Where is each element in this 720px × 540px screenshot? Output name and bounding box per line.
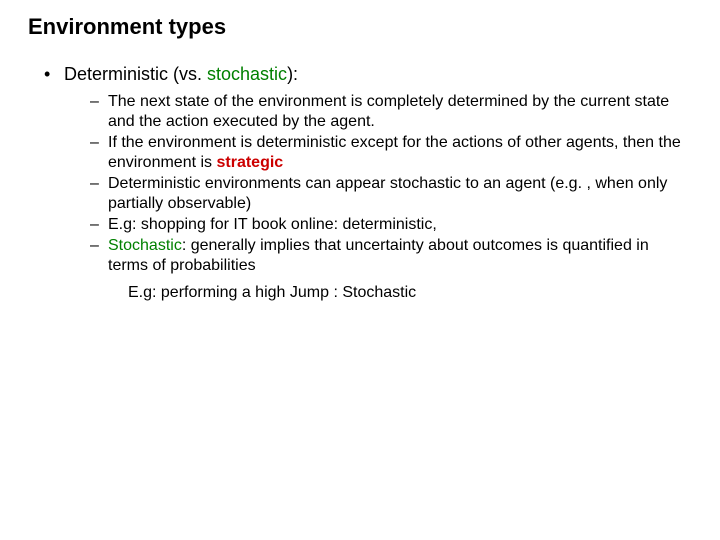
slide-container: Environment types • Deterministic (vs. s… <box>0 0 720 302</box>
l2-text-1: If the environment is deterministic exce… <box>108 133 692 173</box>
bullet-l2-item-3: – E.g: shopping for IT book online: dete… <box>90 215 692 235</box>
bullet-marker-l1: • <box>44 62 64 86</box>
slide-title: Environment types <box>28 14 692 40</box>
bullet-marker-l2: – <box>90 92 108 132</box>
l2-4-post: : generally implies that uncertainty abo… <box>108 237 649 274</box>
bullet-marker-l2: – <box>90 174 108 214</box>
l1-keyword: stochastic <box>207 64 287 84</box>
bullet-marker-l2: – <box>90 236 108 276</box>
l2-text-4: Stochastic: generally implies that uncer… <box>108 236 692 276</box>
l2-text-2: Deterministic environments can appear st… <box>108 174 692 214</box>
bullet-l2-item-2: – Deterministic environments can appear … <box>90 174 692 214</box>
bullet-l2-item-0: – The next state of the environment is c… <box>90 92 692 132</box>
l1-post: ): <box>287 64 298 84</box>
bullet-marker-l2: – <box>90 133 108 173</box>
l2-1-keyword: strategic <box>217 154 284 171</box>
bullet-marker-l2: – <box>90 215 108 235</box>
title-word-1: Environment <box>28 14 162 39</box>
l2-text-3: E.g: shopping for IT book online: determ… <box>108 215 437 235</box>
bullet-level1: • Deterministic (vs. stochastic): <box>44 62 692 86</box>
bullet-l2-item-4: – Stochastic: generally implies that unc… <box>90 236 692 276</box>
bullet-l1-text: Deterministic (vs. stochastic): <box>64 62 298 86</box>
l1-pre: Deterministic (vs. <box>64 64 207 84</box>
l2-text-0: The next state of the environment is com… <box>108 92 692 132</box>
example-line: E.g: performing a high Jump : Stochastic <box>128 284 692 302</box>
l2-4-keyword: Stochastic <box>108 237 182 254</box>
bullet-l2-item-1: – If the environment is deterministic ex… <box>90 133 692 173</box>
title-word-2: types <box>162 14 226 39</box>
l2-1-pre: If the environment is deterministic exce… <box>108 134 681 171</box>
